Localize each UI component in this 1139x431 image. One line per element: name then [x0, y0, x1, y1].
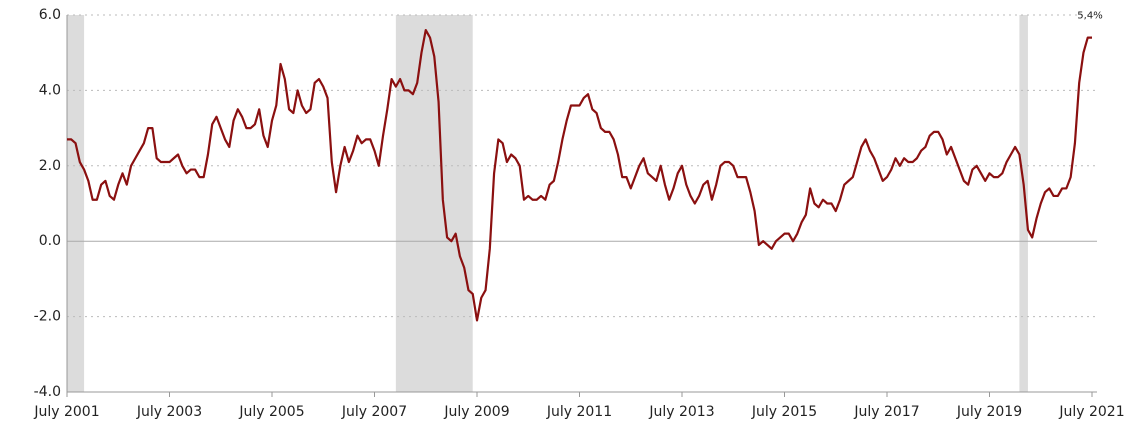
recession-shade	[395, 15, 473, 392]
data-line	[67, 28, 1092, 322]
y-tick-label: 4.0	[39, 82, 61, 98]
x-tick-label: July 2009	[443, 404, 509, 420]
x-tick-label: July 2015	[751, 404, 817, 420]
recession-shade	[67, 15, 85, 392]
x-tick-label: July 2019	[956, 404, 1022, 420]
x-tick-label: July 2001	[33, 404, 99, 420]
y-tick-label: 0.0	[39, 233, 61, 249]
x-tick-label: July 2007	[341, 404, 407, 420]
y-tick-label: -2.0	[34, 309, 61, 325]
annotation: 5,4%	[1077, 11, 1102, 22]
y-tick-label: 6.0	[39, 7, 61, 23]
y-tick-label: -4.0	[34, 384, 61, 400]
x-tick-label: July 2003	[136, 404, 202, 420]
recession-shade	[1019, 15, 1028, 392]
y-tick-label: 2.0	[39, 158, 61, 174]
x-tick-label: July 2011	[546, 404, 612, 420]
x-tick-label: July 2005	[238, 404, 304, 420]
x-tick-label: July 2013	[648, 404, 714, 420]
x-tick-label: July 2021	[1058, 404, 1124, 420]
x-tick-label: July 2017	[853, 404, 919, 420]
